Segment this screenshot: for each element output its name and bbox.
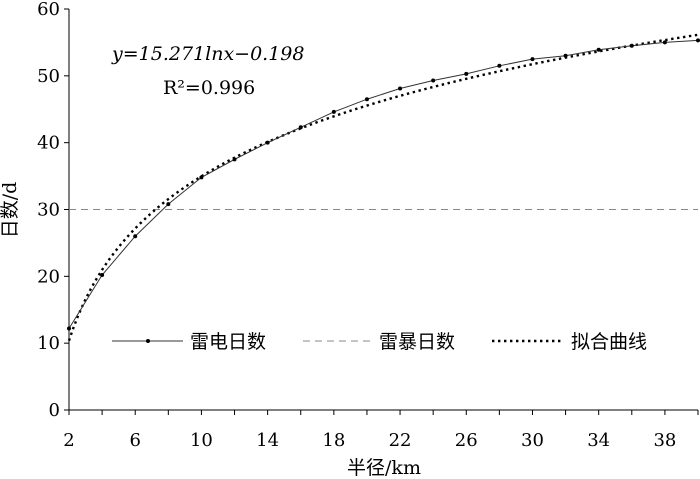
x-tick-label: 26 bbox=[455, 430, 478, 451]
y-tick-label: 60 bbox=[37, 0, 60, 20]
x-tick-label: 14 bbox=[256, 430, 279, 451]
x-tick-label: 34 bbox=[587, 430, 610, 451]
x-tick-label: 2 bbox=[63, 430, 74, 451]
lightning-days-point bbox=[563, 53, 568, 58]
legend-marker-lightning bbox=[146, 339, 150, 343]
y-tick-label: 50 bbox=[37, 66, 60, 87]
legend-label-lightning: 雷电日数 bbox=[190, 331, 266, 353]
y-tick-label: 20 bbox=[37, 266, 60, 287]
x-tick-label: 18 bbox=[322, 430, 345, 451]
lightning-days-point bbox=[166, 202, 171, 207]
lightning-days-point bbox=[497, 63, 502, 68]
y-axis-label: 日数/d bbox=[0, 182, 21, 239]
y-tick-label: 30 bbox=[37, 200, 60, 221]
x-tick-label: 30 bbox=[521, 430, 544, 451]
lightning-days-point bbox=[431, 78, 436, 83]
x-tick-label: 38 bbox=[653, 430, 676, 451]
y-tick-label: 40 bbox=[37, 133, 60, 154]
lightning-days-point bbox=[331, 109, 336, 114]
legend: 雷电日数 雷暴日数 拟合曲线 bbox=[112, 331, 647, 353]
lightning-days-point bbox=[265, 140, 270, 145]
lightning-days-point bbox=[298, 125, 303, 130]
x-tick-label: 6 bbox=[129, 430, 140, 451]
lightning-days-point bbox=[67, 326, 71, 331]
lightning-days-point bbox=[464, 71, 469, 76]
lightning-days-point bbox=[629, 43, 634, 48]
lightning-days-point bbox=[232, 157, 237, 162]
r-squared-annotation: R²=0.996 bbox=[163, 77, 255, 99]
lightning-days-point bbox=[596, 47, 601, 52]
lightning-days-point bbox=[364, 97, 369, 102]
x-tick-label: 10 bbox=[190, 430, 213, 451]
lightning-days-point bbox=[133, 234, 138, 239]
lightning-days-point bbox=[662, 40, 667, 45]
legend-label-fit: 拟合曲线 bbox=[571, 331, 647, 353]
lightning-days-point bbox=[398, 86, 403, 91]
lightning-days-point bbox=[100, 272, 105, 277]
lightning-days-line bbox=[68, 39, 699, 329]
equation-annotation: y=15.271lnx−0.198 bbox=[111, 43, 304, 65]
y-tick-label: 0 bbox=[49, 400, 60, 421]
x-axis-label: 半径/km bbox=[347, 457, 421, 479]
x-tick-label: 22 bbox=[389, 430, 412, 451]
lightning-days-point bbox=[696, 38, 700, 43]
lightning-days-point bbox=[530, 57, 535, 62]
lightning-days-point bbox=[199, 175, 204, 180]
y-tick-label: 10 bbox=[37, 333, 60, 354]
legend-label-thunderstorm: 雷暴日数 bbox=[379, 331, 455, 353]
